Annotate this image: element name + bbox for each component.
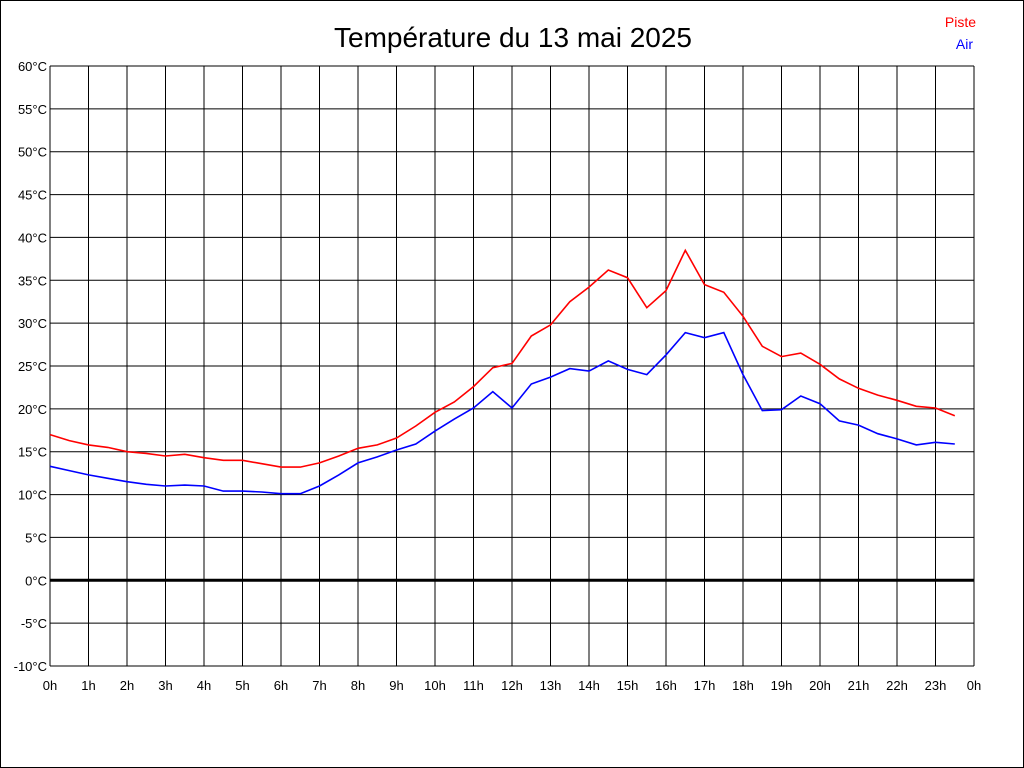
x-tick-label: 21h: [848, 678, 870, 693]
x-tick-label: 8h: [351, 678, 365, 693]
y-tick-label: 10°C: [18, 488, 47, 503]
y-tick-label: 55°C: [18, 102, 47, 117]
x-tick-label: 20h: [809, 678, 831, 693]
x-tick-label: 16h: [655, 678, 677, 693]
x-tick-label: 9h: [389, 678, 403, 693]
x-tick-label: 7h: [312, 678, 326, 693]
y-tick-label: 60°C: [18, 59, 47, 74]
x-tick-label: 23h: [925, 678, 947, 693]
x-tick-label: 5h: [235, 678, 249, 693]
y-tick-label: 30°C: [18, 316, 47, 331]
y-tick-label: 40°C: [18, 230, 47, 245]
legend-air: Air: [956, 36, 973, 52]
x-tick-label: 22h: [886, 678, 908, 693]
x-tick-label: 19h: [771, 678, 793, 693]
x-tick-label: 10h: [424, 678, 446, 693]
x-tick-label: 4h: [197, 678, 211, 693]
x-tick-label: 6h: [274, 678, 288, 693]
x-tick-label: 0h: [43, 678, 57, 693]
x-tick-label: 11h: [463, 678, 484, 693]
x-tick-label: 18h: [732, 678, 754, 693]
series-line-air: [49, 331, 955, 495]
y-tick-label: 50°C: [18, 145, 47, 160]
x-tick-label: 1h: [81, 678, 95, 693]
series-line-piste: [49, 248, 956, 468]
x-tick-label: 13h: [540, 678, 562, 693]
x-tick-label: 0h: [967, 678, 981, 693]
y-tick-label: 45°C: [18, 188, 47, 203]
x-tick-label: 2h: [120, 678, 134, 693]
y-tick-label: 20°C: [18, 402, 47, 417]
y-tick-label: 15°C: [18, 445, 47, 460]
y-tick-label: -5°C: [21, 616, 47, 631]
x-tick-label: 14h: [578, 678, 600, 693]
legend-piste: Piste: [945, 14, 976, 30]
x-tick-label: 12h: [501, 678, 523, 693]
x-tick-label: 3h: [158, 678, 172, 693]
y-tick-label: -10°C: [14, 659, 47, 674]
x-tick-label: 15h: [617, 678, 639, 693]
y-tick-label: 25°C: [18, 359, 47, 374]
chart-title: Température du 13 mai 2025: [334, 22, 692, 53]
y-tick-label: 35°C: [18, 273, 47, 288]
y-tick-label: 0°C: [25, 573, 47, 588]
x-tick-label: 17h: [694, 678, 716, 693]
y-tick-label: 5°C: [25, 530, 47, 545]
